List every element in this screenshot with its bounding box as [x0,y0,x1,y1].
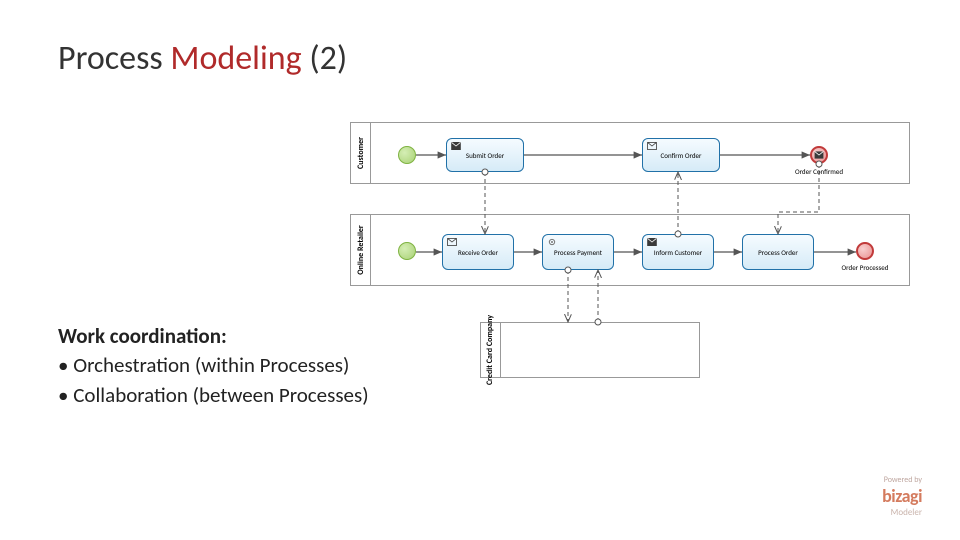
task-label: Receive Order [458,248,498,257]
task-label: Process Order [758,248,798,257]
receive-icon [647,142,657,150]
task-process-order: Process Order [742,234,814,270]
bullet-1: • Orchestration (within Processes) [58,351,369,380]
pool-label-retailer: Online Retailer [351,215,371,285]
task-label: Confirm Order [661,151,702,160]
task-inform-customer: Inform Customer [642,234,714,270]
end-label-order-processed: Order Processed [840,264,890,272]
end-event-order-confirmed [810,146,828,164]
task-process-payment: Process Payment [542,234,614,270]
task-label: Inform Customer [654,248,702,257]
attribution: Powered by bizagi Modeler [882,475,922,518]
end-label-order-confirmed: Order Confirmed [794,168,844,176]
bullet-2: • Collaboration (between Processes) [58,381,369,410]
title-part-3: (2) [309,38,347,79]
pool-label-creditcard: Credit Card Company [481,323,501,377]
gear-icon [547,238,557,246]
body-text: Work coordination: • Orchestration (with… [58,322,369,410]
task-submit-order: Submit Order [446,138,524,172]
brand-sub: Modeler [882,507,922,518]
send-icon [451,142,461,150]
body-heading: Work coordination: [58,322,369,351]
bpmn-diagram: Customer Online Retailer Credit Card Com… [350,122,910,442]
powered-by: Powered by [882,475,922,485]
start-event-retailer [398,242,416,260]
start-event-customer [398,146,416,164]
task-label: Submit Order [466,151,504,160]
slide-title: Process Modeling (2) [58,38,347,79]
pool-retailer: Online Retailer [350,214,910,286]
message-icon [814,151,824,159]
title-part-2: Modeling [170,38,309,79]
title-part-1: Process [58,38,170,79]
task-receive-order: Receive Order [442,234,514,270]
task-confirm-order: Confirm Order [642,138,720,172]
receive-icon [447,238,457,246]
pool-label-customer: Customer [351,123,371,183]
send-icon [647,238,657,246]
brand-logo: bizagi [882,485,922,507]
end-event-order-processed [856,242,874,260]
pool-creditcard: Credit Card Company [480,322,700,378]
task-label: Process Payment [554,248,602,257]
